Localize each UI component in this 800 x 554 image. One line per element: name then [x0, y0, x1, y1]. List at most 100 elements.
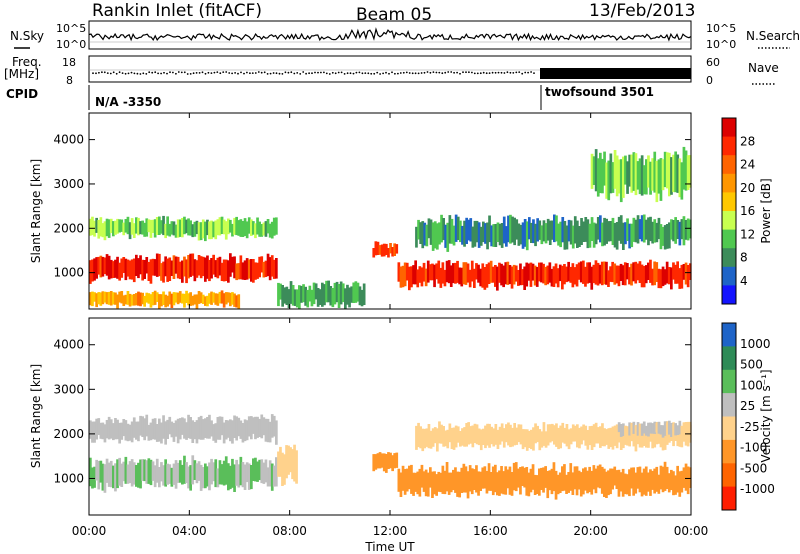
echo-cell — [661, 425, 665, 438]
freq-dot — [302, 71, 305, 73]
echo-cell — [659, 269, 663, 289]
echo-cell — [339, 281, 343, 305]
y-tick-label: 2000 — [53, 427, 84, 441]
freq-dot — [172, 71, 174, 74]
freq-dot — [92, 72, 94, 75]
echo-cell — [565, 225, 569, 250]
echo-cell — [653, 468, 656, 494]
echo-cell — [109, 218, 113, 234]
echo-cell — [385, 243, 388, 255]
echo-cell — [445, 462, 449, 492]
freq-dot — [192, 72, 195, 75]
echo-cell — [603, 261, 606, 285]
echo-cell — [408, 266, 411, 291]
echo-cell — [101, 291, 105, 305]
echo-cell — [651, 268, 654, 286]
echo-cell — [527, 472, 531, 497]
echo-cell — [245, 221, 249, 239]
echo-cell — [158, 467, 161, 488]
echo-cell — [488, 215, 491, 243]
freq-dot — [376, 71, 379, 74]
echo-cell — [459, 431, 462, 447]
echo-cell — [663, 427, 667, 450]
echo-cell — [164, 294, 167, 308]
freq-dot — [95, 72, 97, 75]
echo-cell — [450, 427, 454, 449]
freq-dot — [500, 71, 503, 74]
echo-cell — [216, 417, 220, 440]
freq-dot — [323, 71, 325, 74]
echo-cell — [141, 220, 144, 235]
freq-dot — [488, 72, 491, 74]
echo-cell — [233, 293, 236, 307]
echo-cell — [231, 223, 234, 237]
freq-dot — [210, 72, 213, 74]
freq-dot — [314, 71, 316, 74]
echo-cell — [153, 465, 157, 488]
freq-dot — [183, 71, 186, 74]
freq-dot — [355, 71, 358, 74]
echo-cell — [189, 253, 192, 277]
x-tick-label: 00:00 — [72, 524, 107, 538]
echo-cell — [661, 266, 665, 287]
echo-cell — [630, 467, 633, 489]
freq-dot — [103, 71, 106, 74]
echo-cell — [554, 263, 558, 284]
velocity-panel: 1000 2000 3000 4000 Slant Range [km] — [29, 317, 692, 516]
echo-cell — [684, 220, 688, 240]
echo-cell — [235, 459, 238, 486]
echo-cell — [408, 465, 411, 490]
echo-cell — [145, 414, 149, 437]
freq-dot — [391, 71, 393, 74]
echo-cell — [617, 426, 621, 443]
echo-cell — [492, 224, 496, 247]
echo-cell — [224, 221, 228, 240]
echo-cell — [189, 465, 192, 491]
freq-dot — [142, 72, 145, 75]
echo-cell — [617, 159, 621, 194]
freq-dot — [180, 71, 183, 74]
echo-cell — [97, 460, 101, 490]
y-tick-label: 1000 — [53, 266, 84, 280]
freq-dot — [287, 71, 290, 74]
echo-cell — [431, 222, 435, 251]
echo-cell — [619, 215, 623, 244]
y-tick-label: 4000 — [53, 338, 84, 352]
power-cells — [89, 146, 692, 309]
freq-dot — [251, 72, 254, 74]
noise-panel: N.Sky 10^5 10^0 10^5 10^0 N.Search — [10, 20, 800, 51]
nsky-label: N.Sky — [10, 29, 44, 43]
colorbar-swatch — [722, 323, 736, 347]
echo-cell — [435, 474, 438, 496]
echo-cell — [116, 218, 119, 234]
freq-dot — [497, 71, 500, 74]
echo-cell — [665, 152, 669, 189]
echo-cell — [449, 472, 453, 493]
echo-cell — [456, 471, 459, 497]
echo-cell — [397, 468, 401, 492]
echo-cell — [132, 258, 136, 283]
x-tick-label: 04:00 — [172, 524, 207, 538]
echo-cell — [448, 215, 452, 244]
echo-cell — [128, 293, 132, 307]
echo-cell — [289, 447, 292, 473]
echo-cell — [191, 253, 195, 276]
echo-cell — [684, 423, 688, 437]
freq-dot — [503, 72, 506, 74]
power-ylabel: Slant Range [km] — [29, 159, 43, 263]
echo-cell — [89, 457, 92, 487]
echo-cell — [149, 294, 153, 308]
echo-cell — [183, 418, 186, 439]
echo-cell — [686, 466, 690, 495]
echo-cell — [619, 472, 623, 492]
echo-cell — [149, 422, 153, 441]
echo-cell — [615, 426, 619, 449]
echo-cell — [599, 215, 602, 243]
freq-dot — [139, 73, 142, 75]
echo-cell — [114, 259, 117, 278]
echo-cell — [204, 221, 207, 242]
freq-dot — [533, 72, 535, 74]
freq-dot — [524, 71, 527, 74]
echo-cell — [519, 263, 522, 286]
echo-cell — [613, 425, 617, 446]
